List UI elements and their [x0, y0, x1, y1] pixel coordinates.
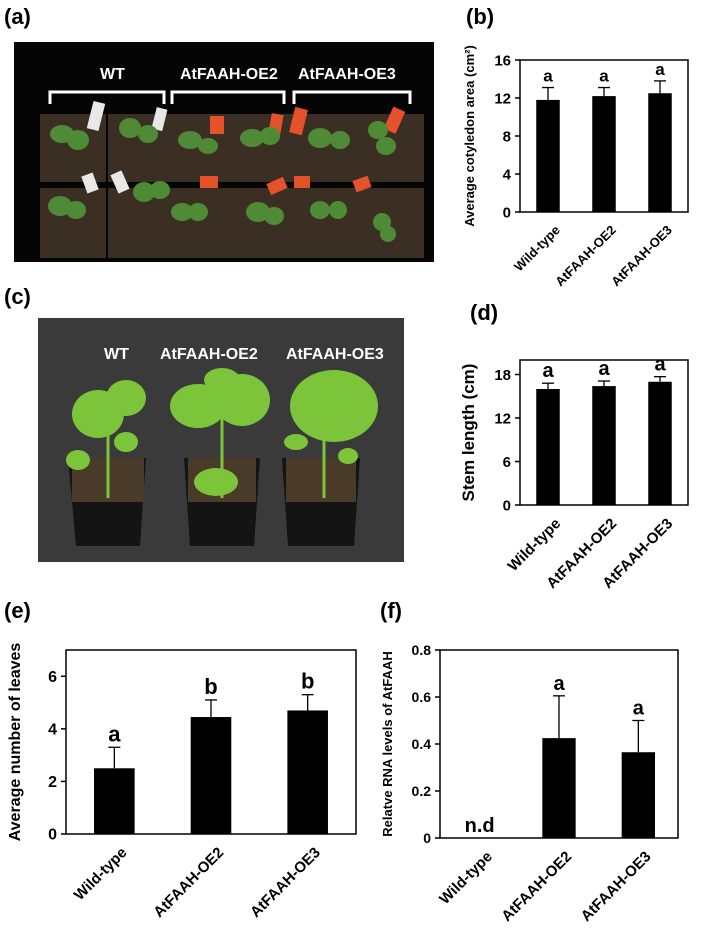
- y-tick-label: 0: [48, 827, 57, 844]
- bar: [536, 389, 560, 505]
- genotype-brackets: [48, 90, 412, 104]
- y-tick-label: 2: [48, 774, 57, 791]
- category-label: Wild-type: [505, 515, 565, 575]
- photo-c-label-oe3: AtFAAH-OE3: [286, 346, 384, 363]
- significance-label: a: [108, 721, 121, 746]
- panel-label-c: (c): [4, 284, 31, 309]
- significance-label: a: [598, 358, 610, 380]
- chart-d: 0 6 12 18 Stem length (cm) a Wild-type a AtFAAH-…: [458, 330, 708, 605]
- photo-a-label-oe2: AtFAAH-OE2: [180, 66, 278, 83]
- leaves: [66, 368, 378, 496]
- category-label: Wild-type: [436, 848, 496, 908]
- y-tick-label: 8: [503, 128, 511, 145]
- y-tick-label: 18: [494, 367, 511, 384]
- y-tick-label: 6: [503, 454, 511, 471]
- potted-plants-photo: WT AtFAAH-OE2 AtFAAH-OE3: [38, 318, 404, 562]
- category-label: AtFAAH-OE2: [150, 844, 227, 921]
- category-label: AtFAAH-OE3: [578, 848, 655, 925]
- category-label: AtFAAH-OE2: [498, 848, 575, 925]
- y-tick-label: 4: [48, 721, 57, 738]
- bar: [621, 752, 655, 838]
- pot-grid: [40, 114, 424, 258]
- significance-label: a: [633, 698, 645, 720]
- category-label: Wild-type: [71, 844, 131, 904]
- plant-tags: [81, 100, 406, 196]
- bar: [190, 717, 232, 834]
- bar: [592, 96, 616, 212]
- panel-label-f: (f): [380, 598, 402, 623]
- bar: [542, 738, 576, 838]
- significance-label: a: [542, 360, 554, 382]
- bar: [287, 710, 328, 834]
- chart-b: 0 4 8 12 16 Average cotyledon area (cm²) a Wild…: [458, 40, 708, 295]
- bar: [94, 768, 135, 834]
- bar: [592, 386, 616, 505]
- y-tick-label: 12: [494, 410, 511, 427]
- chart-f: 0 0.2 0.4 0.6 0.8 Relatve RNA levels of AtFAA…: [376, 618, 708, 941]
- panel-label-a: (a): [4, 4, 31, 29]
- photo-a-label-oe3: AtFAAH-OE3: [298, 66, 396, 83]
- y-tick-label: 0.8: [412, 642, 432, 658]
- chart-e: 0 2 4 6 Average number of leaves a Wild-type b A…: [4, 618, 374, 941]
- y-axis-label: Stem length (cm): [459, 364, 478, 502]
- seedling-cotyledons: [48, 118, 396, 242]
- significance-label: n.d: [465, 815, 495, 837]
- significance-label: b: [204, 674, 217, 699]
- y-axis-label: Average cotyledon area (cm²): [462, 45, 477, 227]
- significance-label: a: [553, 673, 565, 695]
- y-axis-label: Average number of leaves: [7, 643, 24, 842]
- y-tick-label: 0.6: [412, 689, 432, 705]
- category-label: Wild-type: [511, 222, 563, 274]
- rna-level-chart: 0 0.2 0.4 0.6 0.8 Relatve RNA levels of AtFAA…: [380, 642, 679, 925]
- potted-plants-illustration: [66, 368, 378, 546]
- y-tick-label: 0: [503, 204, 511, 221]
- significance-label: a: [543, 67, 553, 86]
- category-label: AtFAAH-OE3: [247, 844, 324, 921]
- bar: [536, 99, 560, 212]
- y-tick-label: 4: [503, 166, 512, 183]
- photo-c-label-oe2: AtFAAH-OE2: [160, 346, 258, 363]
- y-tick-label: 0: [503, 497, 511, 514]
- panel-label-d: (d): [470, 300, 499, 325]
- y-tick-label: 12: [494, 90, 511, 107]
- y-tick-label: 6: [48, 669, 57, 686]
- significance-label: a: [599, 67, 609, 86]
- panel-label-b: (b): [466, 4, 495, 29]
- seedling-tray-illustration: [40, 90, 424, 258]
- y-axis-label: Relatve RNA levels of AtFAAH: [380, 651, 395, 836]
- photo-a-label-wt: WT: [100, 66, 125, 83]
- leaf-number-chart: 0 2 4 6 Average number of leaves a Wild-type b A…: [7, 643, 357, 921]
- significance-label: b: [301, 669, 314, 694]
- photo-c-label-wt: WT: [104, 346, 129, 363]
- bar: [648, 381, 672, 505]
- significance-label: a: [654, 354, 666, 376]
- cotyledon-area-chart: 0 4 8 12 16 Average cotyledon area (cm²) a Wild…: [462, 45, 689, 289]
- y-tick-label: 0.2: [412, 783, 432, 799]
- panel-label-e: (e): [4, 598, 31, 623]
- y-tick-label: 16: [494, 52, 511, 69]
- y-tick-label: 0.4: [412, 736, 432, 752]
- seedling-tray-photo: WT AtFAAH-OE2 AtFAAH-OE3: [14, 42, 434, 262]
- bar: [648, 93, 672, 212]
- y-tick-label: 0: [423, 830, 431, 846]
- significance-label: a: [655, 60, 665, 79]
